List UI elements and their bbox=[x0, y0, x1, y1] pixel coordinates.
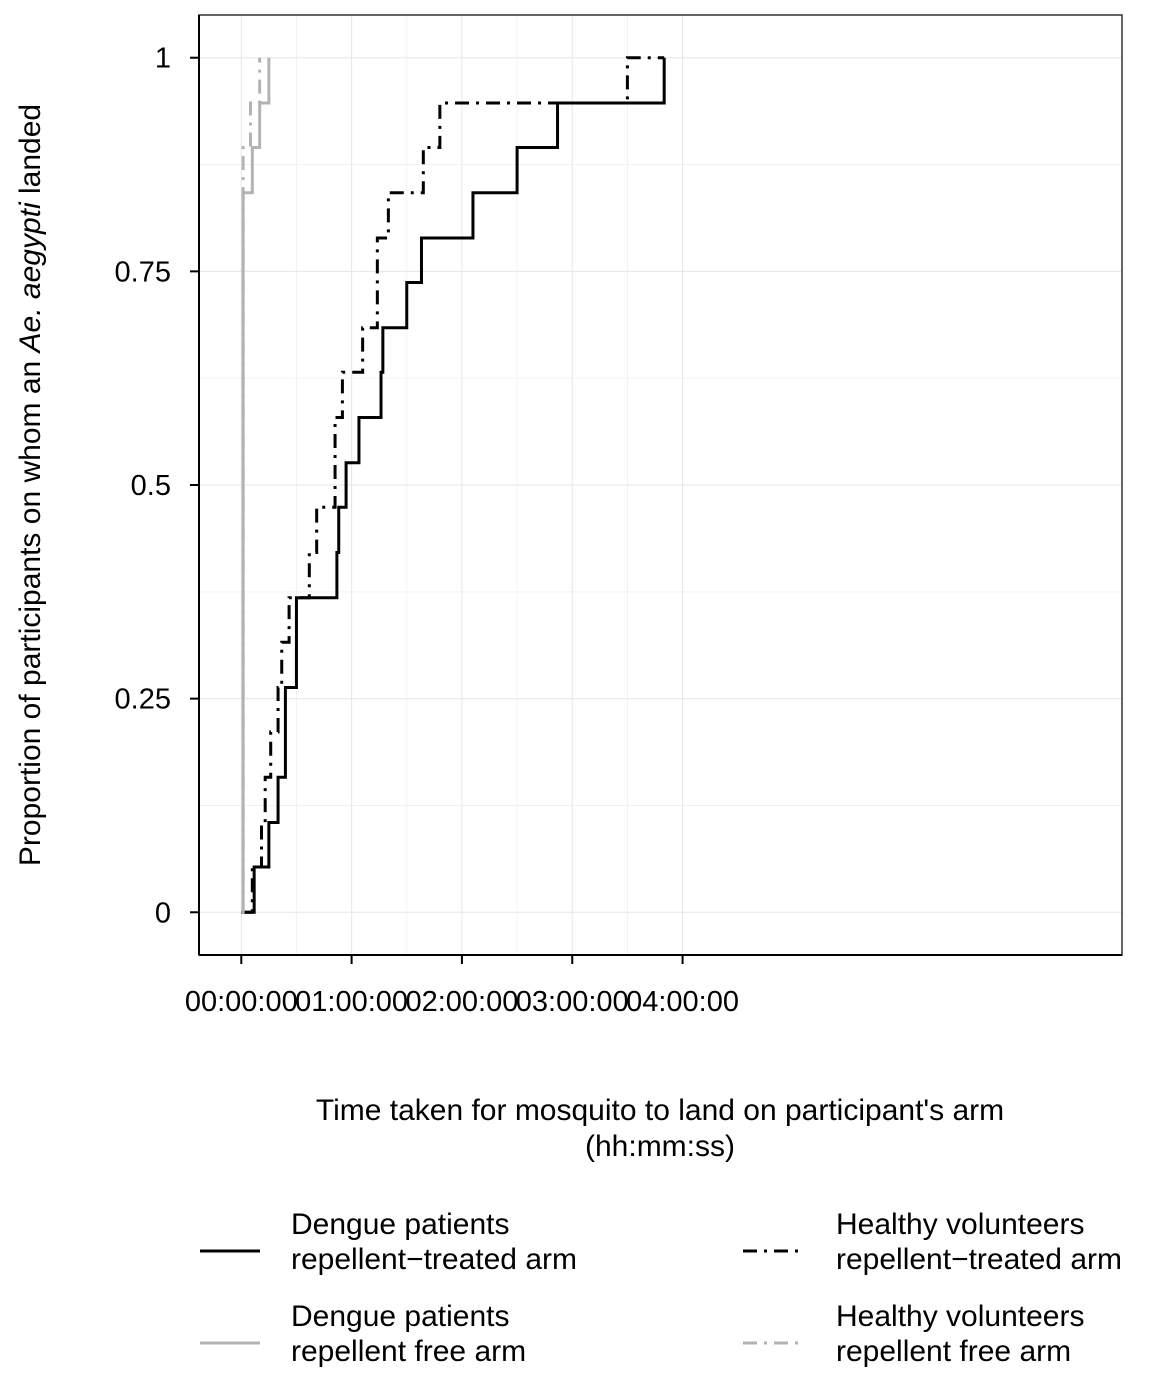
series-line-0 bbox=[241, 57, 666, 914]
series-lines bbox=[241, 56, 666, 914]
y-tick-label: 0 bbox=[155, 897, 171, 929]
y-axis-title-part2: landed bbox=[14, 104, 47, 202]
legend-label-line2: repellent free arm bbox=[836, 1335, 1071, 1368]
legend-label-line1: Dengue patients bbox=[291, 1208, 510, 1241]
x-tick-label: 02:00:00 bbox=[405, 986, 518, 1018]
x-tick-label: 04:00:00 bbox=[626, 986, 739, 1018]
legend-label-line2: repellent free arm bbox=[291, 1335, 526, 1368]
series-line-3 bbox=[241, 57, 262, 914]
y-tick-label: 1 bbox=[155, 43, 171, 75]
series-line-1 bbox=[241, 57, 271, 914]
y-axis-title: Proportion of participants on whom an Ae… bbox=[14, 104, 47, 866]
legend-label-line1: Healthy volunteers bbox=[836, 1208, 1084, 1241]
x-axis-title-line2: (hh:mm:ss) bbox=[585, 1130, 735, 1163]
x-tick-label: 01:00:00 bbox=[295, 986, 408, 1018]
series-line-2 bbox=[241, 56, 665, 914]
y-tick-label: 0.25 bbox=[115, 684, 171, 716]
y-tick-label: 0.75 bbox=[115, 256, 171, 288]
legend-label-line2: repellent−treated arm bbox=[291, 1243, 577, 1276]
x-tick-label: 00:00:00 bbox=[185, 986, 298, 1018]
x-axis-title-line1: Time taken for mosquito to land on parti… bbox=[316, 1094, 1004, 1127]
y-tick-label: 0.5 bbox=[131, 470, 171, 502]
x-tick-label: 03:00:00 bbox=[516, 986, 629, 1018]
y-axis-title-species: Ae. aegypti bbox=[14, 201, 47, 354]
y-axis-title-part1: Proportion of participants on whom an bbox=[14, 352, 47, 866]
legend-label-line1: Dengue patients bbox=[291, 1300, 510, 1333]
legend-label-line1: Healthy volunteers bbox=[836, 1300, 1084, 1333]
legend-label-line2: repellent−treated arm bbox=[836, 1243, 1122, 1276]
axis-ticks: 00:00:0001:00:0002:00:0003:00:0004:00:00… bbox=[115, 15, 1122, 1018]
